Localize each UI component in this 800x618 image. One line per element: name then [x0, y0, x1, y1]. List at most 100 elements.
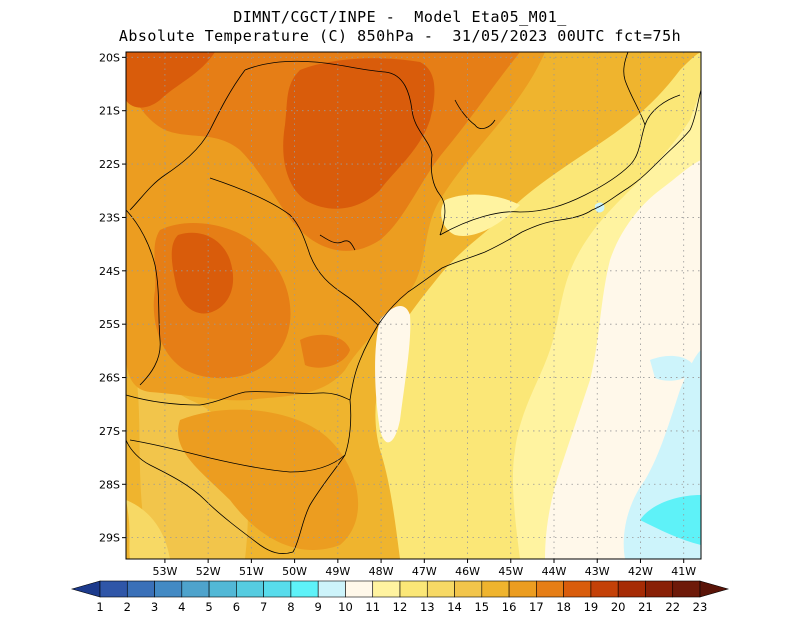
lat-tick-label: 28S [99, 478, 120, 491]
colorbar-label: 23 [693, 600, 708, 614]
state-border-pr-sp [209, 177, 379, 326]
colorbar-swatch [236, 580, 264, 598]
contour-band-11-coast [375, 305, 411, 443]
colorbar-label: 12 [393, 600, 408, 614]
lon-tick-label: 48W [369, 565, 394, 578]
colorbar-label: 19 [584, 600, 599, 614]
state-border-mg-es [623, 52, 646, 126]
lon-tick-label: 50W [282, 565, 307, 578]
colorbar-swatch [345, 580, 374, 598]
colorbar-label: 13 [420, 600, 435, 614]
lat-lon-grid [126, 52, 701, 559]
colorbar-swatch [426, 580, 455, 598]
lon-tick-label: 44W [542, 565, 567, 578]
colorbar-label: 15 [474, 600, 489, 614]
colorbar-swatch [590, 580, 619, 598]
contour-band-17-east [300, 334, 350, 368]
colorbar-label: 14 [447, 600, 462, 614]
longitude-axis: 53W 52W 51W 50W 49W 48W 47W 46W 45W 44W 43W 42W 41W [152, 559, 696, 578]
contour-band-10-island [650, 355, 695, 381]
colorbar-swatch [672, 580, 701, 598]
contour-band-18 [126, 52, 215, 108]
colorbar-swatch [181, 580, 210, 598]
colorbar-label: 20 [611, 600, 626, 614]
colorbar-swatch [126, 580, 155, 598]
lon-tick-label: 46W [455, 565, 480, 578]
colorbar-label: 10 [338, 600, 353, 614]
contour-band-18-north [283, 58, 435, 209]
contour-band-9 [640, 495, 701, 545]
lat-tick-label: 24S [99, 265, 120, 278]
colorbar-label: 3 [151, 600, 158, 614]
map-frame [125, 51, 702, 560]
contour-band-12-coast [441, 194, 520, 236]
lon-tick-label: 47W [412, 565, 437, 578]
colorbar-swatch [399, 580, 428, 598]
colorbar-label: 18 [556, 600, 571, 614]
lon-tick-label: 43W [585, 565, 610, 578]
lat-tick-label: 21S [99, 105, 120, 118]
lon-tick-label: 52W [196, 565, 221, 578]
colorbar-label: 2 [124, 600, 131, 614]
lon-tick-label: 53W [152, 565, 177, 578]
lat-tick-label: 20S [99, 51, 120, 64]
country-border-argentina [126, 439, 294, 554]
contour-band-16-south [178, 409, 359, 550]
lon-tick-label: 49W [325, 565, 350, 578]
state-border-sc-rs [129, 439, 346, 473]
colorbar-label: 8 [287, 600, 294, 614]
lon-tick-label: 51W [239, 565, 264, 578]
colorbar-label: 1 [96, 600, 103, 614]
coastline-and-borders [126, 52, 701, 554]
colorbar-swatch [563, 580, 592, 598]
lat-tick-label: 25S [99, 318, 120, 331]
colorbar-swatch [99, 580, 128, 598]
colorbar-label: 9 [315, 600, 322, 614]
colorbar-swatch [372, 580, 401, 598]
colorbar-swatch [481, 580, 510, 598]
lat-tick-label: 23S [99, 211, 120, 224]
colorbar-label: 21 [638, 600, 653, 614]
colorbar-swatch [508, 580, 537, 598]
coastline [292, 89, 701, 553]
colorbar-swatch [208, 580, 237, 598]
colorbar-label: 11 [365, 600, 380, 614]
colorbar-swatch [454, 580, 483, 598]
colorbar-swatch [263, 580, 292, 598]
colorbar-arrow-high [699, 580, 730, 598]
contour-band-14 [126, 500, 170, 559]
colorbar-label: 5 [205, 600, 212, 614]
colorbar-swatch [645, 580, 674, 598]
temperature-field [126, 52, 701, 559]
colorbar-label: 7 [260, 600, 267, 614]
colorbar: 1 2 3 4 5 6 7 8 9 10 11 12 13 14 15 16 17 18 19 20 21 22 23 [70, 580, 730, 614]
lat-tick-label: 22S [99, 158, 120, 171]
colorbar-label: 22 [665, 600, 680, 614]
state-border-pr-sc [126, 391, 351, 406]
state-border-sp-mg [244, 60, 446, 236]
colorbar-label: 6 [233, 600, 240, 614]
colorbar-swatch [536, 580, 564, 598]
lat-tick-label: 29S [99, 532, 120, 545]
colorbar-swatch [317, 580, 346, 598]
colorbar-label: 4 [178, 600, 185, 614]
map-title-line-2: Absolute Temperature (C) 850hPa - 31/05/… [118, 27, 682, 45]
lon-tick-label: 42W [628, 565, 653, 578]
colorbar-swatch [154, 580, 183, 598]
colorbar-label: 16 [502, 600, 517, 614]
lon-tick-label: 41W [671, 565, 696, 578]
map-title-line-1: DIMNT/CGCT/INPE - Model Eta05_M01_ [233, 8, 567, 26]
lat-tick-label: 27S [99, 425, 120, 438]
reservoir [454, 99, 496, 130]
state-border-mg-rj [439, 94, 681, 236]
latitude-axis: 20S 21S 22S 23S 24S 25S 26S 27S 28S 29S [99, 51, 126, 545]
reservoir-2 [319, 234, 356, 251]
state-border-ms-sp [129, 69, 246, 211]
lat-tick-label: 26S [99, 372, 120, 385]
colorbar-label: 17 [529, 600, 544, 614]
lon-tick-label: 45W [498, 565, 523, 578]
colorbar-swatch [290, 580, 319, 598]
colorbar-arrow-low [70, 580, 101, 598]
river-parana [126, 209, 161, 386]
